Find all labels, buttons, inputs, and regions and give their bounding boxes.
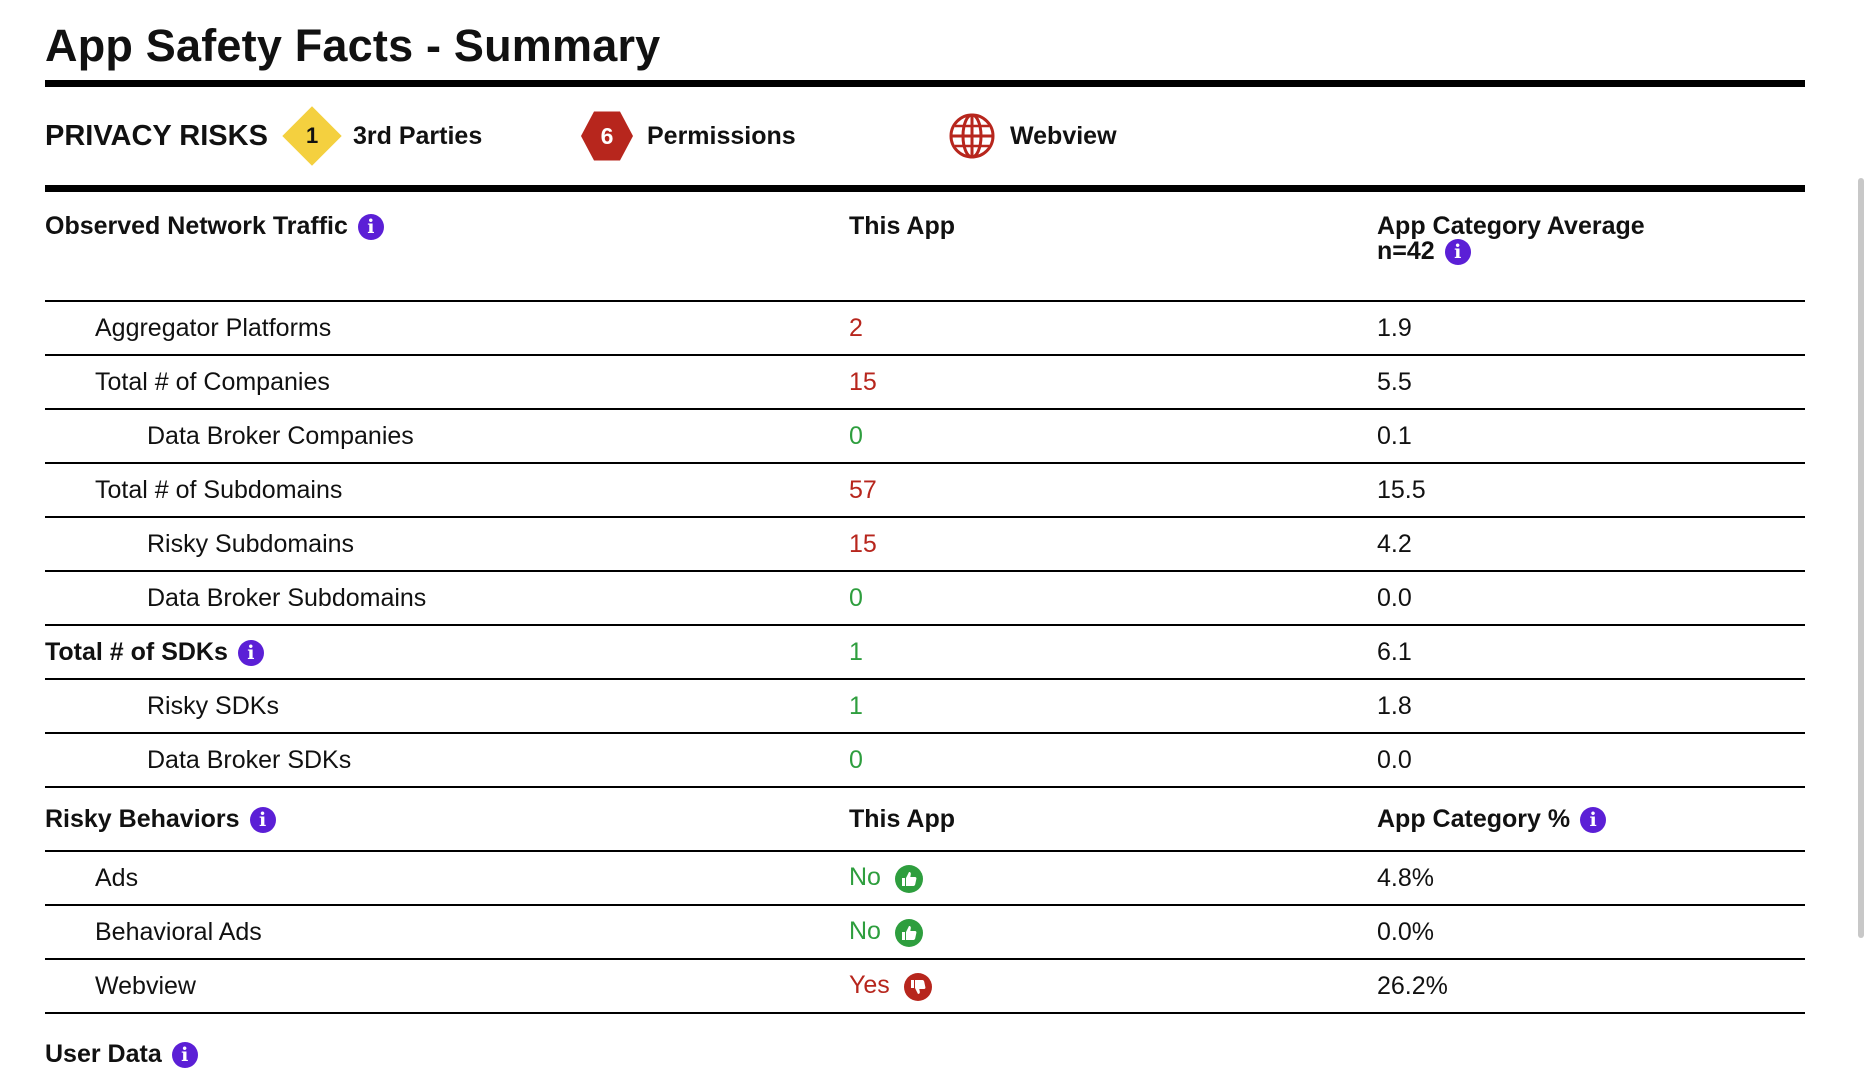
table-row: Data Broker SDKs 0 0.0 [45,733,1805,788]
row-value: 1 [849,679,1377,734]
col-category-percent-label: App Category % [1377,804,1571,833]
row-value: 0 [849,409,1377,464]
privacy-risks-label: PRIVACY RISKS [45,119,268,152]
table-row: Data Broker Companies 0 0.1 [45,409,1805,464]
table-row: Aggregator Platforms 2 1.9 [45,301,1805,356]
info-icon[interactable]: i [249,806,276,833]
table-row: Total # of SDKs i 1 6.1 [45,625,1805,680]
row-average: 15.5 [1377,463,1805,518]
row-average: 1.8 [1377,679,1805,734]
row-value: 0 [849,733,1377,788]
thumbs-up-icon [894,918,923,947]
scrollbar[interactable] [1858,178,1864,938]
col-this-app: This App [849,192,1377,302]
row-value: 57 [849,463,1377,518]
row-value: No [849,851,1377,906]
info-icon[interactable]: i [1444,239,1471,266]
row-label: Data Broker Subdomains [45,571,849,626]
page-title: App Safety Facts - Summary [45,20,661,71]
risk-badge-count: 6 [600,122,614,149]
behavior-answer: No [849,917,881,946]
risk-badge-count: 1 [305,123,319,148]
row-average: 4.2 [1377,517,1805,572]
network-header-label: Observed Network Traffic i [45,192,849,302]
info-icon[interactable]: i [237,639,264,666]
row-value: 2 [849,301,1377,356]
row-label: Risky Subdomains [45,517,849,572]
row-value: 0 [849,571,1377,626]
table-row: Total # of Companies 15 5.5 [45,355,1805,410]
row-label: Aggregator Platforms [45,301,849,356]
thumbs-up-icon [894,864,923,893]
divider [45,80,1805,87]
info-icon[interactable]: i [357,214,384,241]
row-value: 15 [849,517,1377,572]
row-average: 0.0 [1377,733,1805,788]
row-average: 6.1 [1377,625,1805,680]
risk-permissions[interactable]: 6 Permissions [581,110,796,162]
user-data-section: User Data i [45,1040,1805,1069]
row-average: 5.5 [1377,355,1805,410]
row-label: Total # of Subdomains [45,463,849,518]
row-average: 0.1 [1377,409,1805,464]
section-title: User Data [45,1040,162,1068]
row-percent: 26.2% [1377,959,1805,1014]
row-label: Webview [45,959,849,1014]
risk-label: Permissions [647,121,796,150]
behavior-answer: No [849,863,881,892]
row-label-bold: Total # of SDKs i [45,625,849,680]
row-value: 1 [849,625,1377,680]
risk-3rd-parties[interactable]: 1 3rd Parties [282,106,483,166]
col-category-percent: App Category % i [1377,787,1805,852]
row-value: Yes [849,959,1377,1014]
summary-table: Observed Network Traffic i This App App C… [45,192,1805,1014]
table-row: Data Broker Subdomains 0 0.0 [45,571,1805,626]
row-label: Data Broker Companies [45,409,849,464]
row-percent: 0.0% [1377,905,1805,960]
behaviors-header-row: Risky Behaviors i This App App Category %… [45,787,1805,852]
risk-label: 3rd Parties [353,121,483,150]
table-row: Webview Yes 26.2% [45,959,1805,1014]
row-label: Ads [45,851,849,906]
info-icon[interactable]: i [1580,806,1607,833]
table-row: Behavioral Ads No 0.0% [45,905,1805,960]
row-label: Behavioral Ads [45,905,849,960]
col-this-app: This App [849,787,1377,852]
row-label: Risky SDKs [45,679,849,734]
behavior-answer: Yes [849,971,890,1000]
page: App Safety Facts - Summary PRIVACY RISKS… [45,0,1805,1069]
row-value: No [849,905,1377,960]
table-row: Ads No 4.8% [45,851,1805,906]
row-percent: 4.8% [1377,851,1805,906]
table-row: Total # of Subdomains 57 15.5 [45,463,1805,518]
hexagon-badge-icon: 6 [581,111,633,161]
col-category-average-label: App Category Average [1377,212,1645,240]
section-title: Total # of SDKs [45,637,228,666]
risk-label: Webview [1010,121,1117,150]
row-label: Total # of Companies [45,355,849,410]
table-row: Risky Subdomains 15 4.2 [45,517,1805,572]
info-icon[interactable]: i [171,1042,198,1069]
section-title: Observed Network Traffic [45,212,348,240]
sample-size: n=42 [1377,237,1435,265]
section-title: Risky Behaviors [45,804,240,833]
privacy-risks-bar: PRIVACY RISKS 1 3rd Parties 6 Permission… [45,87,1805,185]
diamond-warning-icon: 1 [282,106,342,166]
risk-webview[interactable]: Webview [948,112,1117,160]
row-label: Data Broker SDKs [45,733,849,788]
row-average: 0.0 [1377,571,1805,626]
row-average: 1.9 [1377,301,1805,356]
behaviors-header-label: Risky Behaviors i [45,787,849,852]
thumbs-down-icon [903,972,932,1001]
globe-icon [949,113,995,159]
table-row: Risky SDKs 1 1.8 [45,679,1805,734]
divider [45,185,1805,192]
network-header-row: Observed Network Traffic i This App App C… [45,192,1805,302]
row-value: 15 [849,355,1377,410]
col-category-average: App Category Average n=42 i [1377,192,1805,302]
